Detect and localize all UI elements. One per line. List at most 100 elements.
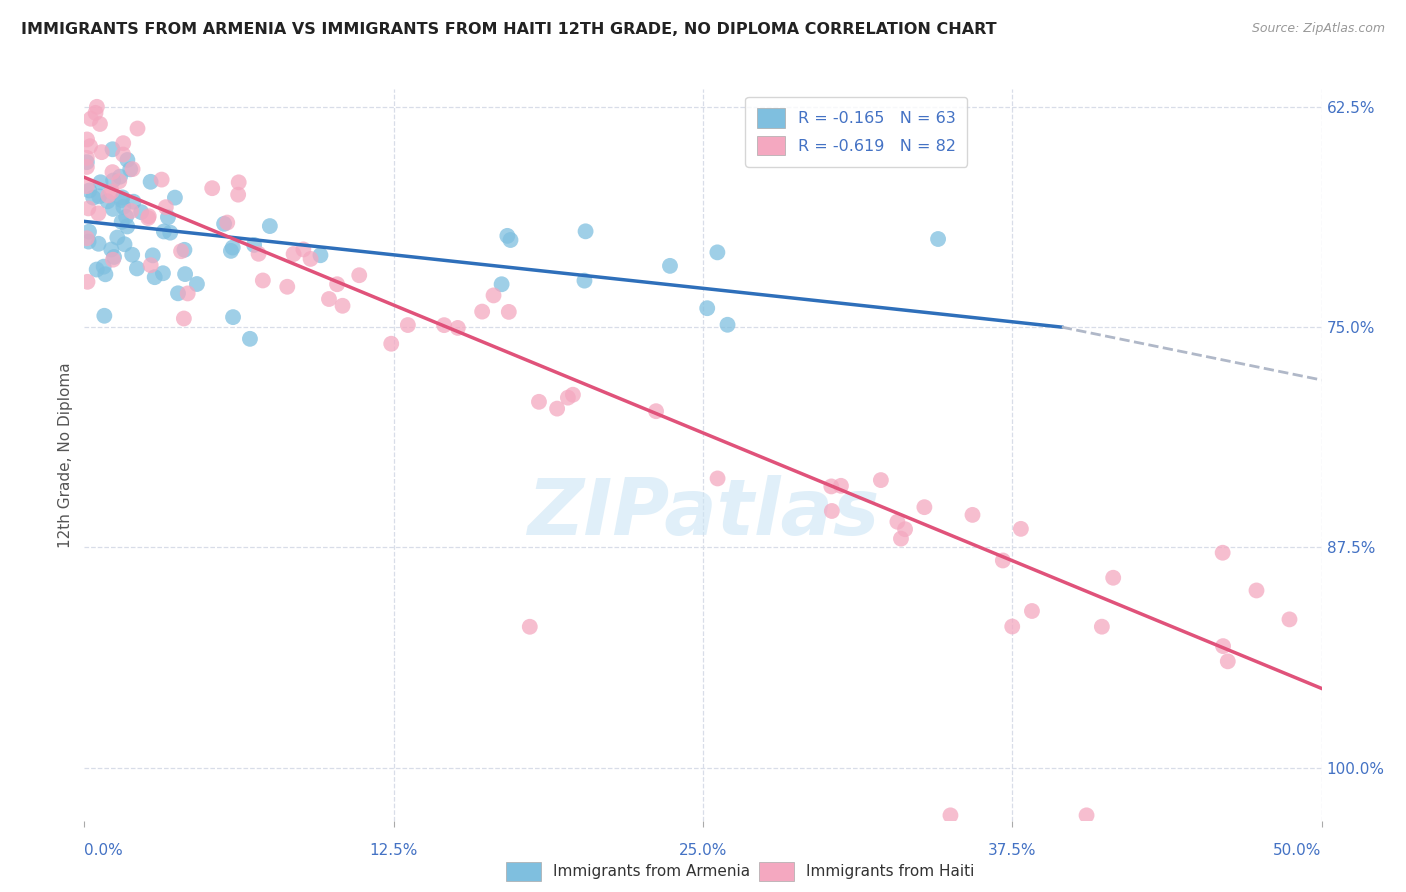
Point <box>574 274 596 288</box>
Point <box>332 299 354 313</box>
Point <box>77 225 100 239</box>
Point <box>1010 522 1032 536</box>
Point <box>1021 604 1043 618</box>
Point <box>471 304 494 318</box>
Point <box>546 401 568 416</box>
Point <box>659 259 682 273</box>
Text: Source: ZipAtlas.com: Source: ZipAtlas.com <box>1251 22 1385 36</box>
Point <box>101 173 124 187</box>
Legend: R = -0.165   N = 63, R = -0.619   N = 82: R = -0.165 N = 63, R = -0.619 N = 82 <box>745 97 967 167</box>
Point <box>927 232 949 246</box>
Point <box>82 191 104 205</box>
Point <box>101 165 124 179</box>
Point <box>89 117 111 131</box>
Point <box>1246 583 1268 598</box>
Point <box>150 172 173 186</box>
Point <box>115 219 138 234</box>
Point <box>136 211 159 225</box>
Point <box>186 277 208 291</box>
Point <box>252 273 274 287</box>
Point <box>76 231 98 245</box>
Text: IMMIGRANTS FROM ARMENIA VS IMMIGRANTS FROM HAITI 12TH GRADE, NO DIPLOMA CORRELAT: IMMIGRANTS FROM ARMENIA VS IMMIGRANTS FR… <box>21 22 997 37</box>
Point <box>276 279 298 293</box>
Point <box>1102 571 1125 585</box>
Point <box>108 174 131 188</box>
Point <box>84 106 107 120</box>
Point <box>1076 808 1098 822</box>
Point <box>76 179 98 194</box>
Point <box>228 175 250 189</box>
Point <box>886 515 908 529</box>
Point <box>142 248 165 262</box>
Point <box>97 194 120 209</box>
Point <box>201 181 224 195</box>
Point <box>97 188 120 202</box>
Point <box>309 248 332 262</box>
Point <box>156 211 179 225</box>
Point <box>222 310 245 325</box>
Point <box>76 275 98 289</box>
Point <box>120 204 142 219</box>
Point <box>77 184 100 198</box>
Point <box>112 200 135 214</box>
Point <box>93 309 115 323</box>
Point <box>115 210 138 224</box>
Point <box>243 238 266 252</box>
Point <box>1212 639 1234 653</box>
Point <box>219 244 242 258</box>
Point <box>76 155 98 169</box>
Point <box>912 500 935 515</box>
Point <box>962 508 984 522</box>
Point <box>173 311 195 326</box>
Point <box>696 301 718 316</box>
Point <box>139 258 162 272</box>
Point <box>939 808 962 822</box>
Point <box>396 318 419 332</box>
Point <box>121 248 143 262</box>
Point <box>830 479 852 493</box>
Point <box>93 260 115 274</box>
Point <box>90 145 112 160</box>
Point <box>101 202 124 216</box>
Point <box>1091 620 1114 634</box>
Point <box>110 193 132 207</box>
Point <box>716 318 738 332</box>
Point <box>167 286 190 301</box>
Point <box>299 252 322 266</box>
Point <box>561 388 583 402</box>
Point <box>139 175 162 189</box>
Text: 12.5%: 12.5% <box>370 843 418 858</box>
Point <box>80 112 103 126</box>
Point <box>129 205 152 219</box>
Point <box>890 532 912 546</box>
Point <box>821 504 844 518</box>
Point <box>1001 619 1024 633</box>
Point <box>152 266 174 280</box>
Point <box>1216 654 1239 668</box>
Point <box>527 394 550 409</box>
Point <box>77 202 100 216</box>
Point <box>557 391 579 405</box>
Text: 50.0%: 50.0% <box>1274 843 1322 858</box>
Point <box>706 471 728 485</box>
Text: Immigrants from Haiti: Immigrants from Haiti <box>806 864 974 879</box>
Point <box>447 321 470 335</box>
Text: ZIPatlas: ZIPatlas <box>527 475 879 551</box>
Point <box>318 292 340 306</box>
Point <box>86 262 108 277</box>
Point <box>380 336 402 351</box>
Point <box>176 286 198 301</box>
Point <box>100 243 122 257</box>
Point <box>222 241 245 255</box>
Point <box>114 237 136 252</box>
Point <box>101 185 124 199</box>
Point <box>498 305 520 319</box>
Point <box>94 268 117 282</box>
Point <box>76 132 98 146</box>
Point <box>153 224 176 238</box>
Point <box>491 277 513 292</box>
Point <box>125 261 148 276</box>
Point <box>103 250 125 264</box>
Point <box>1278 612 1301 626</box>
Point <box>259 219 281 233</box>
